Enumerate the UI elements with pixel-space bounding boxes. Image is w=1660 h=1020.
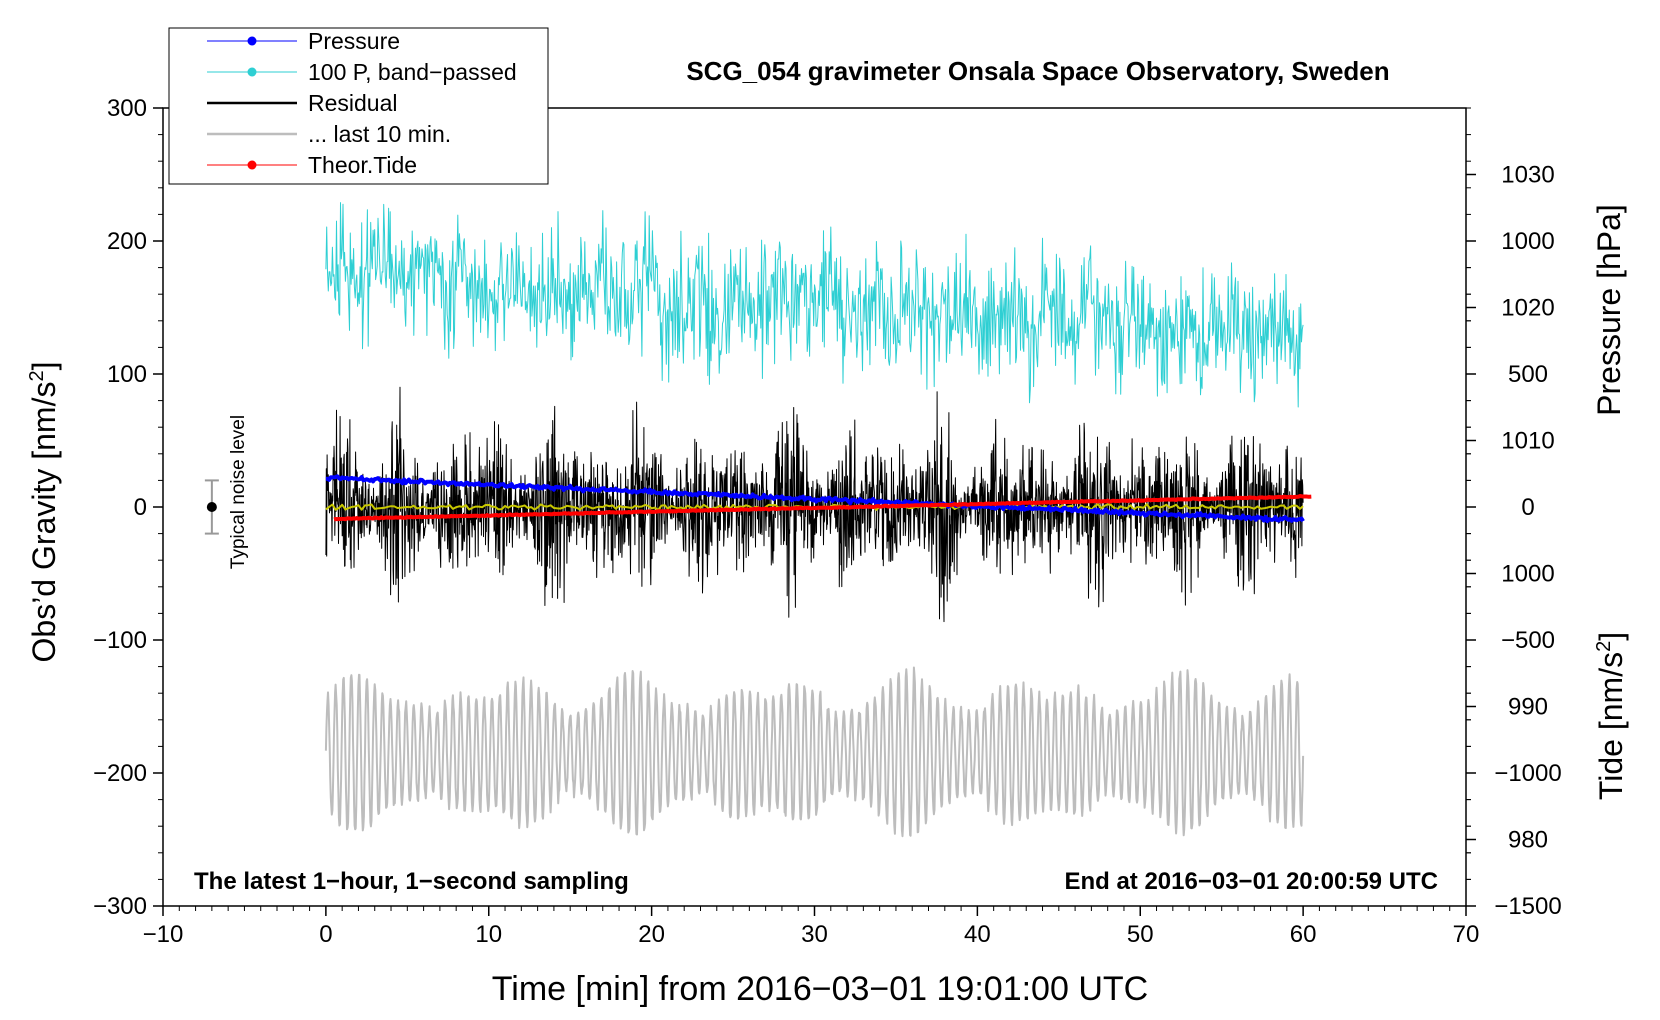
x-tick-label: 50 (1127, 921, 1154, 948)
x-tick-label: −10 (143, 921, 184, 948)
y-tick-label: −100 (93, 627, 147, 654)
y-tick-label: 200 (107, 228, 147, 255)
legend-marker (247, 67, 257, 77)
tide-tick-label: −1000 (1494, 760, 1561, 787)
legend-marker (247, 160, 257, 170)
x-tick-label: 60 (1290, 921, 1317, 948)
annotation-sampling: The latest 1−hour, 1−second sampling (194, 868, 629, 895)
tide-tick-label: −1500 (1494, 893, 1561, 920)
tide-tick-label: 500 (1508, 361, 1548, 388)
noise-center-dot (206, 502, 217, 512)
x-tick-label: 20 (638, 921, 665, 948)
legend-marker (247, 36, 257, 46)
series-last-10-min-line (324, 666, 1305, 838)
pressure-tick-label: 1030 (1501, 162, 1554, 189)
chart-title: SCG_054 gravimeter Onsala Space Observat… (686, 56, 1389, 86)
pressure-tick-label: 1000 (1501, 561, 1554, 588)
tide-tick-label: 0 (1521, 494, 1534, 521)
annotation-end-time: End at 2016−03−01 20:00:59 UTC (1064, 868, 1438, 895)
pressure-tick-label: 980 (1508, 827, 1548, 854)
y-axis-label-sup: 2 (26, 370, 48, 381)
legend-label: Residual (308, 90, 398, 116)
y-axis-label-end: ] (26, 362, 62, 371)
tide-axis-label: Tide [nm/s2] (1593, 632, 1629, 800)
legend-label: ... last 10 min. (308, 121, 451, 147)
pressure-axis-label: Pressure [hPa] (1591, 204, 1627, 416)
series-band-passed-line (325, 202, 1304, 408)
legend-label: Theor.Tide (308, 152, 417, 178)
noise-label: Typical noise level (228, 415, 249, 569)
y-tick-label: 0 (134, 494, 147, 521)
y-tick-label: 300 (107, 95, 147, 122)
series-theoretical-tide-line (333, 494, 1312, 522)
y-tick-label: 100 (107, 361, 147, 388)
pressure-tick-label: 990 (1508, 694, 1548, 721)
x-tick-label: 30 (801, 921, 828, 948)
x-tick-label: 0 (319, 921, 332, 948)
pressure-tick-label: 1020 (1501, 295, 1554, 322)
y-tick-label: −300 (93, 893, 147, 920)
tide-tick-label: −500 (1501, 627, 1555, 654)
noise-indicator (204, 479, 219, 535)
series-residual-line (325, 386, 1304, 623)
x-tick-label: 40 (964, 921, 991, 948)
legend-box (168, 27, 549, 185)
legend-label: 100 P, band−passed (308, 59, 517, 85)
tide-axis-label-end: ] (1593, 632, 1629, 641)
axis-layer: −10 0 10 20 30 40 50 60 70−300−200−1000100200300… (93, 95, 1562, 948)
legend: Pressure 100 P, band−passed Residual ... la… (168, 27, 549, 185)
x-axis-label: Time [min] from 2016−03−01 19:01:00 UTC (492, 970, 1148, 1008)
legend-label: Pressure (308, 28, 400, 54)
series-pressure-line (325, 474, 1305, 524)
tide-axis-label-sup: 2 (1593, 641, 1615, 652)
y-axis-label: Obs’d Gravity [nm/s2] (26, 362, 62, 663)
y-axis-label-main: Obs’d Gravity [nm/s (26, 382, 62, 663)
x-tick-label: 10 (475, 921, 502, 948)
y-tick-label: −200 (93, 760, 147, 787)
pressure-tick-label: 1010 (1501, 428, 1554, 455)
x-tick-label: 70 (1453, 921, 1480, 948)
tide-axis-label-main: Tide [nm/s (1593, 652, 1629, 800)
tide-tick-label: 1000 (1501, 228, 1554, 255)
series-layer (324, 202, 1312, 838)
